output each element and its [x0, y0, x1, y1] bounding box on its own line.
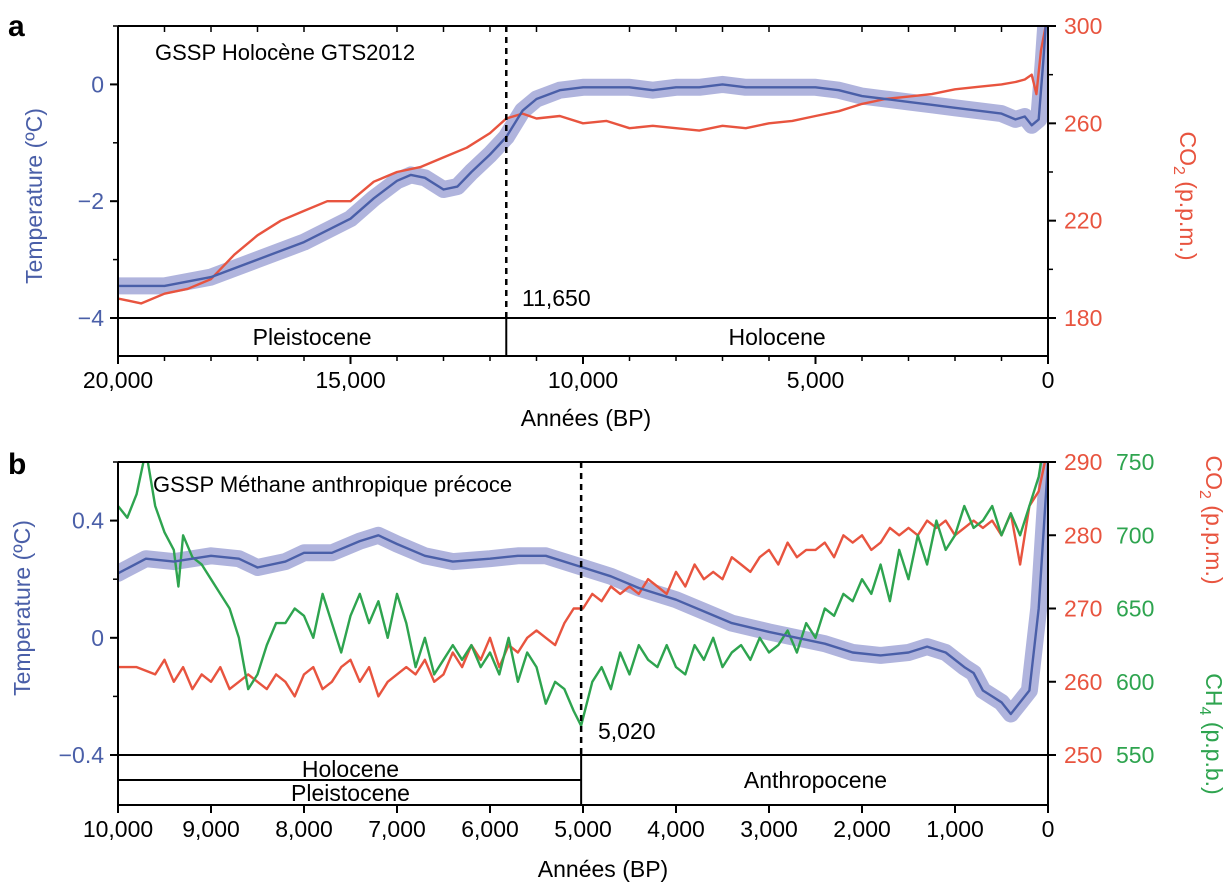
x-tick-label: 6,000: [461, 816, 519, 842]
x-tick-label: 15,000: [315, 367, 385, 393]
ch4-line: [118, 462, 1043, 727]
x-tick-label: 10,000: [83, 816, 153, 842]
left-tick-label: −0.4: [59, 742, 105, 768]
right-tick-label: 250: [1064, 742, 1102, 768]
x-tick-label: 3,000: [740, 816, 798, 842]
panel-a-letter: a: [8, 10, 25, 43]
x-tick-label: 7,000: [368, 816, 426, 842]
era-label-holocene: Holocene: [729, 324, 826, 350]
panel-b-marker-label: 5,020: [598, 718, 656, 744]
left-tick-label: 0: [91, 71, 104, 97]
panel-a-frame: Pleistocene Holocene 20,000 15,000 10,000 5,0…: [78, 13, 1103, 393]
x-tick-label: 0: [1042, 367, 1055, 393]
panel-a-right-axis-label: CO2 (p.p.m.): [1170, 131, 1201, 260]
right-tick-label: 260: [1064, 669, 1102, 695]
co2-line: [118, 462, 1047, 698]
right-tick-label: 300: [1064, 13, 1102, 39]
era-label-holocene: Holocene: [302, 756, 399, 782]
series-group: [118, 26, 1048, 305]
right-tick-label: 260: [1064, 110, 1102, 136]
x-tick-label: 5,000: [554, 816, 612, 842]
panel-b-left-axis-label: Temperature (ºC): [9, 520, 35, 696]
temperature-line: [118, 462, 1048, 716]
left-tick-label: 0.4: [72, 508, 104, 534]
right2-tick-label: 600: [1116, 669, 1154, 695]
series-group: [118, 462, 1048, 727]
right-tick-label: 280: [1064, 522, 1102, 548]
panel-b-letter: b: [8, 448, 26, 481]
era-label-anthropocene: Anthropocene: [744, 767, 887, 793]
right-tick-label: 180: [1064, 305, 1102, 331]
x-tick-label: 1,000: [926, 816, 984, 842]
panel-a-xlabel: Années (BP): [521, 405, 651, 431]
panel-b-right-axis-label-co2: CO2 (p.p.m.): [1196, 455, 1224, 584]
x-tick-label: 2,000: [833, 816, 891, 842]
right2-tick-label: 650: [1116, 596, 1154, 622]
panel-b-right-axis-label-ch4: CH4 (p.p.b.): [1196, 673, 1224, 794]
x-tick-label: 5,000: [787, 367, 845, 393]
right2-tick-label: 750: [1116, 449, 1154, 475]
era-label-pleistocene: Pleistocene: [291, 780, 410, 806]
left-tick-label: −2: [78, 188, 104, 214]
right-tick-label: 270: [1064, 596, 1102, 622]
left-tick-label: 0: [91, 625, 104, 651]
era-label-pleistocene: Pleistocene: [253, 324, 372, 350]
x-tick-label: 20,000: [83, 367, 153, 393]
panel-b-xlabel: Années (BP): [538, 856, 668, 882]
panel-b-plot: [118, 462, 1048, 727]
panel-a: a Pleistocene Holocene 20,000 15,000 10,000 5…: [8, 10, 1201, 431]
temperature-line: [118, 26, 1047, 288]
panel-a-marker-label: 11,650: [522, 285, 591, 311]
x-tick-label: 0: [1042, 816, 1055, 842]
x-tick-label: 8,000: [275, 816, 333, 842]
panel-a-annotation: GSSP Holocène GTS2012: [155, 40, 415, 65]
right-tick-label: 290: [1064, 449, 1102, 475]
panel-a-left-axis-label: Temperature (ºC): [21, 108, 47, 284]
x-tick-label: 9,000: [182, 816, 240, 842]
panel-b-annotation: GSSP Méthane anthropique précoce: [153, 472, 512, 497]
panel-a-plot: [118, 26, 1048, 305]
right2-tick-label: 550: [1116, 742, 1154, 768]
right2-tick-label: 700: [1116, 522, 1154, 548]
co2-line: [118, 26, 1047, 305]
right-tick-label: 220: [1064, 208, 1102, 234]
x-tick-label: 10,000: [548, 367, 618, 393]
x-tick-label: 4,000: [647, 816, 705, 842]
left-tick-label: −4: [78, 305, 104, 331]
